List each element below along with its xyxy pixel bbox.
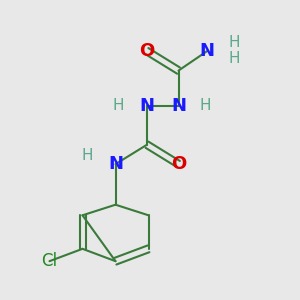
Text: O: O: [171, 155, 186, 173]
Text: H: H: [113, 98, 124, 113]
Text: Cl: Cl: [41, 252, 58, 270]
Text: H: H: [200, 98, 211, 113]
Text: H: H: [228, 35, 239, 50]
Text: N: N: [171, 97, 186, 115]
Text: N: N: [108, 155, 123, 173]
Text: N: N: [200, 42, 214, 60]
Text: N: N: [140, 97, 154, 115]
Text: O: O: [140, 42, 154, 60]
Text: H: H: [82, 148, 93, 163]
Text: H: H: [228, 51, 239, 66]
